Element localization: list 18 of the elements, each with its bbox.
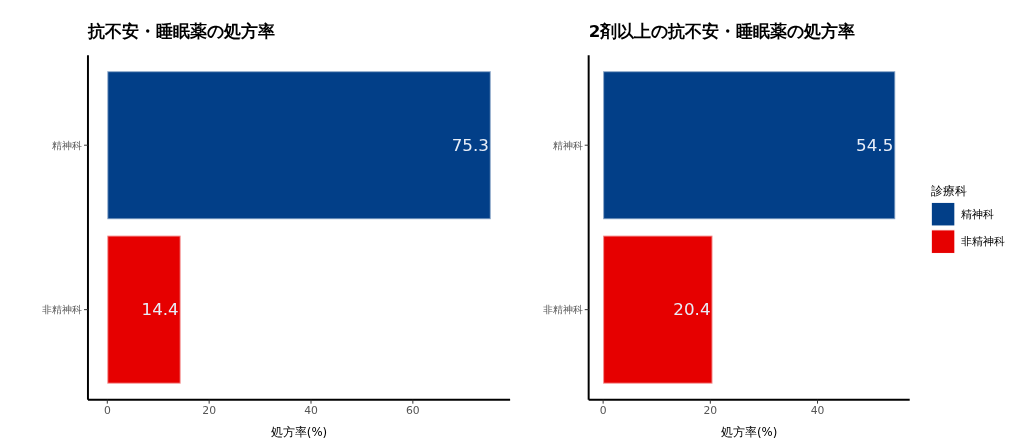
x-tick-label: 40 [304, 404, 318, 418]
x-tick-label: 20 [703, 404, 718, 418]
chart-title: 2剤以上の抗不安・睡眠薬の処方率 [588, 22, 856, 42]
x-tick-label: 40 [810, 404, 825, 418]
x-tick-label: 60 [405, 404, 420, 418]
legend-label: 非精神科 [960, 235, 1005, 249]
data-label: 14.4 [141, 300, 179, 320]
x-tick-label: 20 [202, 404, 217, 418]
data-label: 75.3 [451, 136, 489, 156]
x-tick-label: 0 [599, 404, 607, 418]
chart-title: 抗不安・睡眠薬の処方率 [86, 22, 275, 42]
x-tick-label: 0 [103, 404, 111, 418]
data-label: 20.4 [673, 300, 711, 320]
data-label: 54.5 [856, 136, 894, 156]
legend-label: 精神科 [960, 207, 994, 221]
x-axis-title: 処方率(%) [270, 425, 328, 439]
x-axis-title: 処方率(%) [720, 425, 778, 439]
legend-title: 診療科 [931, 183, 968, 198]
